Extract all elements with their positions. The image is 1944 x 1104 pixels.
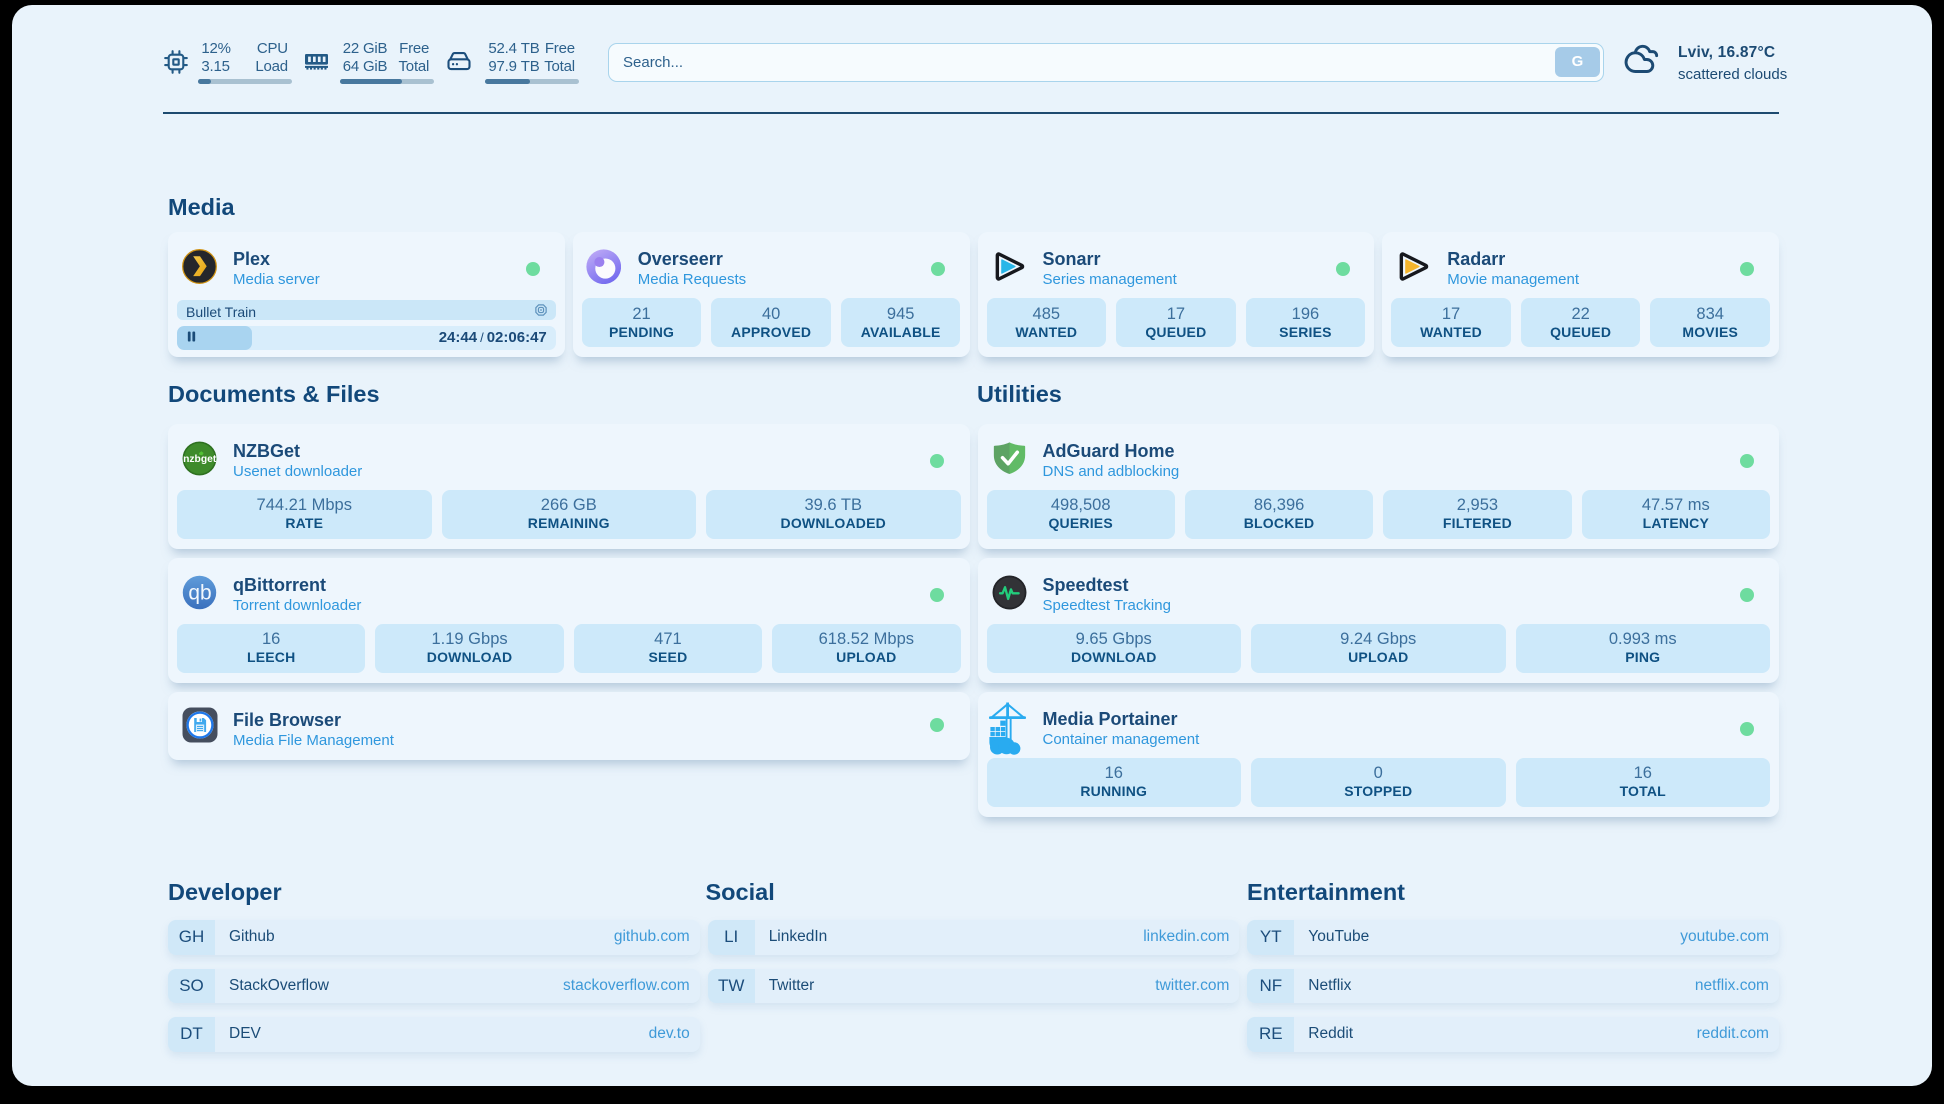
svg-text:nzbget: nzbget <box>183 454 217 465</box>
svg-text:qb: qb <box>188 581 211 604</box>
